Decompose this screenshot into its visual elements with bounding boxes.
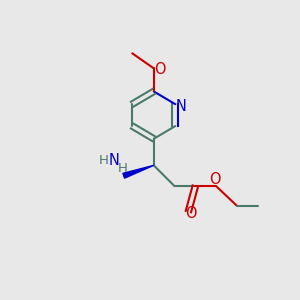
Text: N: N [176,99,186,114]
Text: H: H [99,154,109,167]
Text: O: O [185,206,196,221]
Polygon shape [123,165,154,178]
Text: H: H [118,162,128,175]
Text: N: N [109,153,120,168]
Text: O: O [154,62,165,77]
Text: O: O [209,172,221,187]
